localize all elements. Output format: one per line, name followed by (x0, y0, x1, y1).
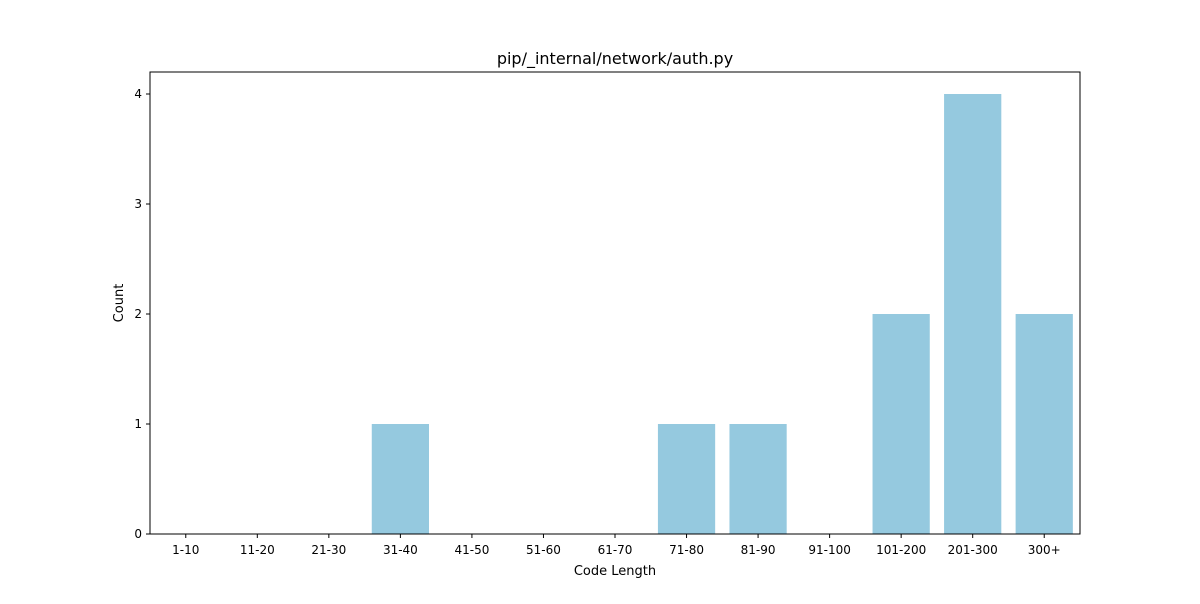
x-tick-label: 1-10 (172, 543, 199, 557)
y-tick-label: 1 (134, 417, 142, 431)
x-tick-label: 91-100 (808, 543, 851, 557)
x-tick-label: 51-60 (526, 543, 561, 557)
x-tick-label: 61-70 (598, 543, 633, 557)
x-tick-label: 11-20 (240, 543, 275, 557)
x-tick-label: 300+ (1028, 543, 1061, 557)
y-axis-label: Count (112, 284, 127, 323)
chart-title: pip/_internal/network/auth.py (497, 49, 733, 69)
x-tick-label: 101-200 (876, 543, 926, 557)
bar-101-200 (872, 314, 930, 534)
bar-300+ (1015, 314, 1073, 534)
y-tick-label: 4 (134, 87, 142, 101)
bar-31-40 (371, 424, 429, 534)
x-axis-label: Code Length (574, 564, 656, 579)
bar-71-80 (657, 424, 716, 534)
bar-81-90 (729, 424, 787, 534)
x-tick-label: 71-80 (669, 543, 704, 557)
x-tick-label: 31-40 (383, 543, 418, 557)
bar-201-300 (944, 94, 1002, 534)
x-tick-label: 81-90 (741, 543, 776, 557)
bars (371, 94, 1073, 534)
y-tick-label: 0 (134, 527, 142, 541)
y-axis: 0 1 2 3 4 (134, 87, 150, 541)
plot-frame (149, 71, 1081, 535)
x-axis: 1-10 11-20 21-30 31-40 41-50 51-60 61-70 71-80 8… (172, 534, 1061, 557)
x-tick-label: 21-30 (311, 543, 346, 557)
x-tick-label: 41-50 (454, 543, 489, 557)
y-tick-label: 2 (134, 307, 142, 321)
x-tick-label: 201-300 (948, 543, 998, 557)
y-tick-label: 3 (134, 197, 142, 211)
